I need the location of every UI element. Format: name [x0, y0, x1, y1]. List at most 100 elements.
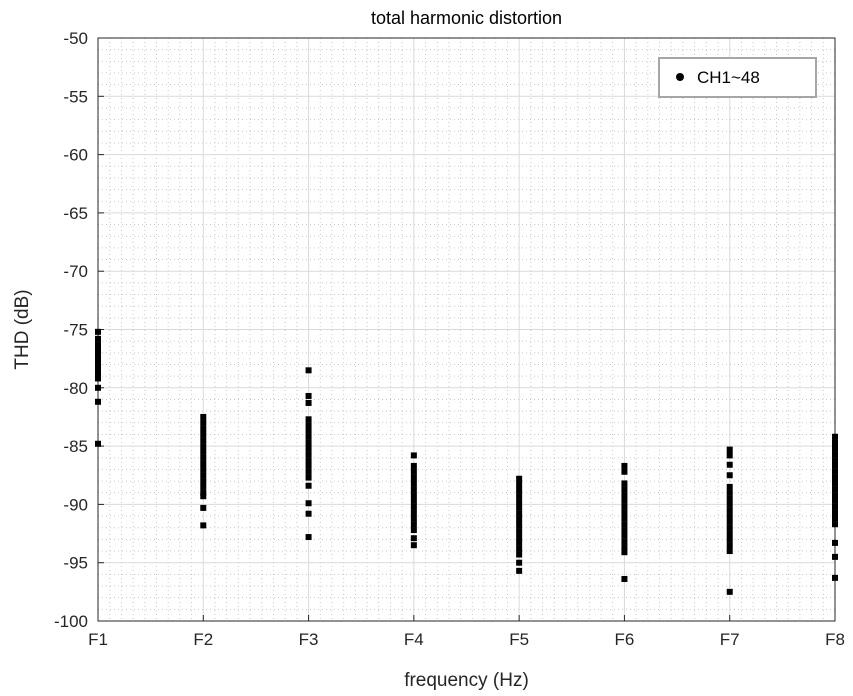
x-tick-label: F2: [193, 630, 213, 649]
data-point: [95, 384, 101, 391]
data-point: [832, 509, 838, 516]
data-point: [516, 510, 523, 517]
y-tick-label: -50: [63, 29, 88, 48]
data-point: [200, 489, 207, 496]
legend-box: [658, 57, 817, 98]
data-point: [726, 495, 733, 502]
data-point: [726, 542, 733, 549]
data-point: [516, 559, 523, 566]
data-point: [200, 504, 207, 511]
data-point: [410, 468, 417, 475]
data-point: [832, 497, 838, 504]
data-point: [305, 416, 312, 423]
x-axis-ticks: F1 F2 F3 F4 F5 F6 F7 F8: [88, 615, 845, 649]
data-point: [516, 504, 523, 511]
data-point: [516, 545, 523, 552]
data-point: [621, 549, 628, 556]
chart-title: total harmonic distortion: [371, 8, 562, 28]
data-point: [200, 448, 207, 455]
data-point: [305, 433, 312, 440]
x-tick-label: F5: [509, 630, 529, 649]
data-point: [832, 503, 838, 510]
data-point: [410, 535, 417, 542]
data-point: [516, 551, 523, 558]
data-point: [95, 375, 101, 382]
data-point: [410, 486, 417, 493]
data-point: [621, 468, 628, 475]
y-tick-label: -80: [63, 379, 88, 398]
minor-grid: [98, 38, 835, 621]
data-point: [95, 440, 101, 447]
x-tick-label: F4: [404, 630, 424, 649]
data-point: [305, 392, 312, 399]
data-point: [621, 462, 628, 469]
data-point: [95, 341, 101, 348]
x-tick-label: F7: [720, 630, 740, 649]
data-point: [621, 538, 628, 545]
data-point: [516, 522, 523, 529]
data-point: [95, 335, 101, 342]
y-axis-ticks: -50 -55 -60 -65 -70 -75 -80 -85 -90 -95 -100: [54, 29, 104, 631]
data-point: [621, 480, 628, 487]
data-point: [726, 472, 733, 479]
data-point: [305, 367, 312, 374]
legend: CH1~48: [658, 57, 817, 98]
data-point: [621, 486, 628, 493]
data-point: [726, 489, 733, 496]
x-tick-label: F8: [825, 630, 845, 649]
data-point: [305, 451, 312, 458]
x-axis-label: frequency (Hz): [404, 670, 529, 691]
data-point: [200, 443, 207, 450]
x-tick-label: F1: [88, 630, 108, 649]
data-point: [95, 328, 101, 335]
x-tick-label: F3: [299, 630, 319, 649]
data-point: [621, 509, 628, 516]
data-point: [95, 347, 101, 354]
data-point: [95, 361, 101, 368]
data-point: [726, 461, 733, 468]
data-point: [832, 486, 838, 493]
data-point: [832, 574, 838, 581]
data-point: [410, 503, 417, 510]
data-point: [410, 527, 417, 534]
data-points: [95, 328, 838, 595]
data-point: [621, 515, 628, 522]
y-tick-label: -100: [54, 612, 88, 631]
data-point: [832, 515, 838, 522]
data-point: [200, 413, 207, 420]
data-point: [621, 527, 628, 534]
y-tick-label: -85: [63, 437, 88, 456]
data-point: [200, 425, 207, 432]
data-point: [305, 534, 312, 541]
data-point: [726, 548, 733, 555]
x-tick-label: F6: [615, 630, 635, 649]
data-point: [200, 431, 207, 438]
data-point: [832, 539, 838, 546]
data-point: [516, 528, 523, 535]
data-point: [832, 439, 838, 446]
data-point: [95, 356, 101, 363]
data-point: [410, 515, 417, 522]
data-point: [200, 493, 207, 500]
y-tick-label: -60: [63, 146, 88, 165]
data-point: [726, 452, 733, 459]
data-point: [516, 493, 523, 500]
data-point: [621, 544, 628, 551]
data-point: [621, 576, 628, 583]
data-point: [200, 478, 207, 485]
y-axis-label: THD (dB): [12, 289, 33, 369]
plot-area: [97, 37, 836, 622]
data-point: [726, 536, 733, 543]
data-point: [200, 419, 207, 426]
data-point: [95, 370, 101, 377]
data-point: [832, 521, 838, 528]
data-point: [200, 472, 207, 479]
data-point: [832, 462, 838, 469]
y-tick-label: -75: [63, 321, 88, 340]
data-point: [832, 553, 838, 560]
data-point: [305, 510, 312, 517]
data-point: [516, 499, 523, 506]
data-point: [832, 457, 838, 464]
data-point: [832, 480, 838, 487]
